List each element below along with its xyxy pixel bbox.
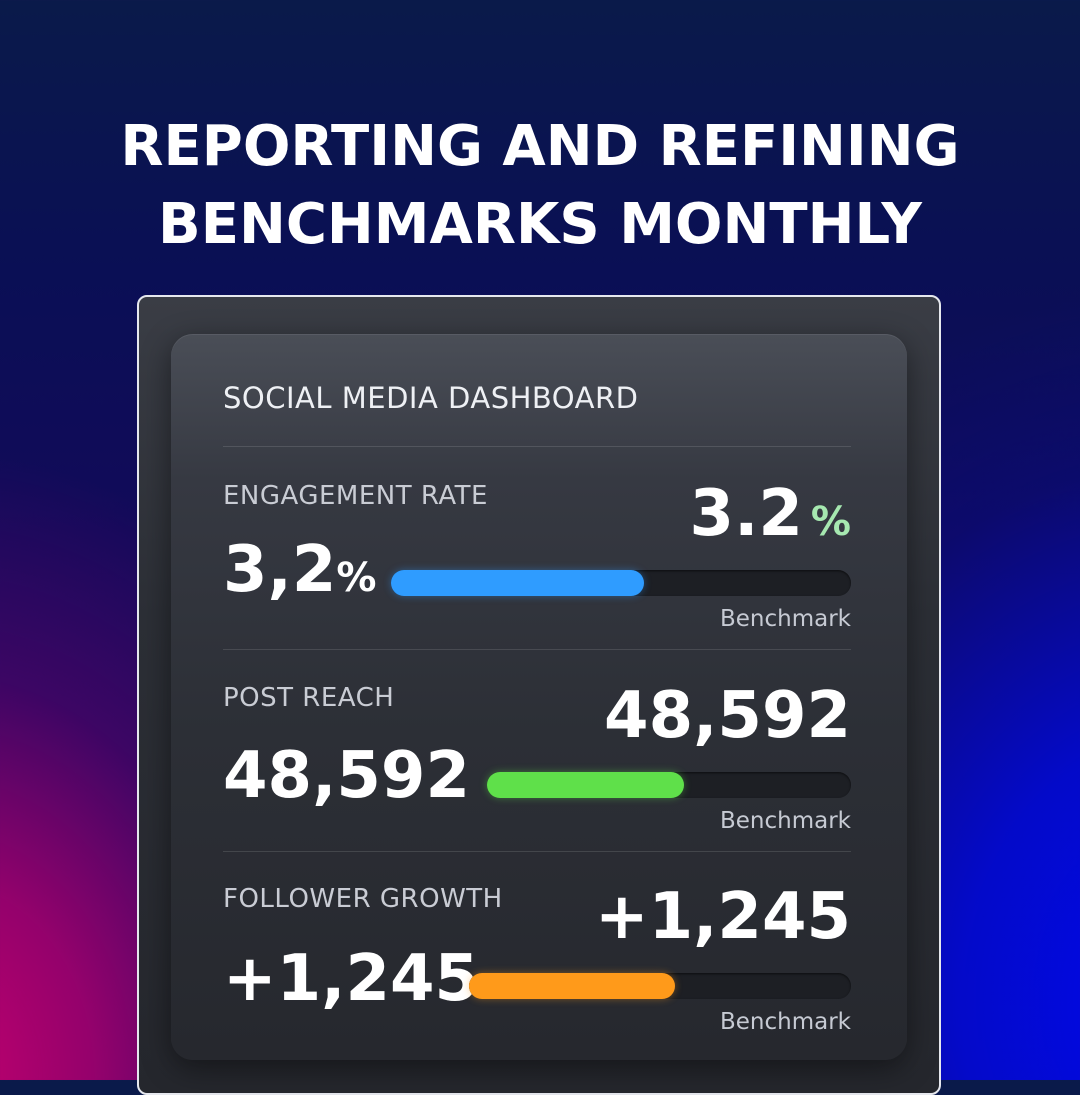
- progress-track: [469, 973, 851, 999]
- benchmark-value: +1,245: [594, 880, 851, 954]
- metric-engagement-rate: ENGAGEMENT RATE 3,2% 3.2% Benchmark: [223, 478, 851, 658]
- benchmark-value: 48,592: [604, 679, 851, 753]
- metric-value: 48,592: [223, 739, 470, 813]
- metric-follower-growth: FOLLOWER GROWTH +1,245 +1,245 Benchmark: [223, 881, 851, 1061]
- progress-fill: [391, 570, 644, 596]
- divider: [223, 446, 851, 447]
- headline-line-2: BENCHMARKS MONTHLY: [158, 192, 922, 257]
- dashboard-card: SOCIAL MEDIA DASHBOARD ENGAGEMENT RATE 3…: [171, 334, 907, 1060]
- metric-post-reach: POST REACH 48,592 48,592 Benchmark: [223, 680, 851, 860]
- metric-label: ENGAGEMENT RATE: [223, 481, 488, 511]
- unit-label: %: [336, 555, 377, 601]
- progress-track: [391, 570, 851, 596]
- divider: [223, 649, 851, 650]
- metric-label: POST REACH: [223, 683, 395, 713]
- benchmark-label: Benchmark: [719, 808, 851, 834]
- headline: REPORTING AND REFINING BENCHMARKS MONTHL…: [0, 108, 1080, 264]
- progress-track: [487, 772, 851, 798]
- headline-line-1: REPORTING AND REFINING: [120, 114, 960, 179]
- progress-fill: [469, 973, 676, 999]
- metric-label: FOLLOWER GROWTH: [223, 884, 503, 914]
- metric-value: +1,245: [223, 942, 480, 1016]
- unit-label: %: [810, 499, 851, 545]
- progress-fill: [487, 772, 684, 798]
- metric-value: 3,2%: [223, 533, 377, 607]
- benchmark-label: Benchmark: [719, 606, 851, 632]
- dashboard-title: SOCIAL MEDIA DASHBOARD: [223, 381, 639, 415]
- divider: [223, 851, 851, 852]
- benchmark-label: Benchmark: [719, 1009, 851, 1035]
- benchmark-value: 3.2%: [689, 477, 851, 551]
